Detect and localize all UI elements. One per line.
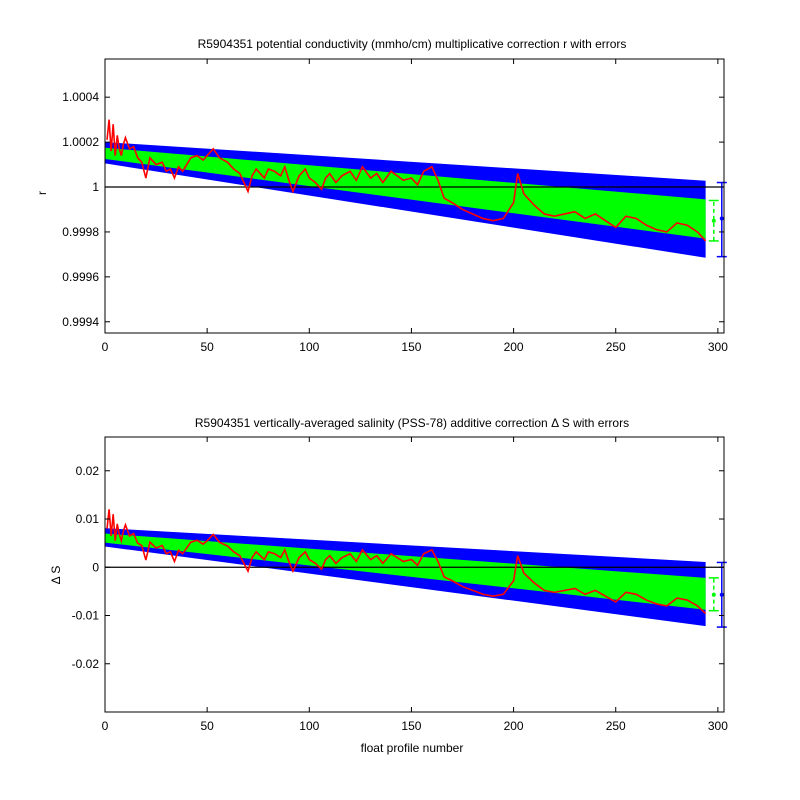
salinity-y-axis-label: Δ S — [49, 566, 63, 585]
salinity-error-bar-1-center — [719, 592, 724, 597]
conductivity-y-tick-label: 1 — [92, 180, 99, 194]
conductivity-y-tick-label: 0.9994 — [62, 315, 99, 329]
conductivity-x-tick-label: 250 — [606, 340, 626, 354]
salinity-y-tick-label: 0.01 — [76, 512, 100, 526]
salinity-x-axis-label: float profile number — [361, 741, 464, 755]
conductivity-x-tick-label: 300 — [708, 340, 728, 354]
salinity-chart-title: R5904351 vertically-averaged salinity (P… — [195, 416, 629, 430]
conductivity-error-bar-1-center — [719, 216, 724, 221]
conductivity-x-tick-label: 0 — [102, 340, 109, 354]
conductivity-plot-area: 0 50 100 150 200 250 300 0.9994 0.9996 0.9998 1 1.0… — [62, 58, 728, 354]
conductivity-error-bar-0-center — [711, 218, 716, 223]
salinity-plot-area: 0 50 100 150 200 250 300 -0.02 -0.01 0 0.01 0.02 — [72, 436, 728, 733]
salinity-y-tick-label: 0 — [92, 560, 99, 574]
salinity-y-tick-label: -0.01 — [72, 609, 100, 623]
conductivity-chart-title: R5904351 potential conductivity (mmho/cm… — [198, 37, 627, 51]
salinity-x-tick-label: 200 — [504, 719, 524, 733]
salinity-y-tick-label: -0.02 — [72, 657, 100, 671]
salinity-axes-frame — [104, 436, 725, 713]
salinity-x-tick-label: 250 — [606, 719, 626, 733]
conductivity-x-tick-label: 150 — [401, 340, 421, 354]
salinity-x-tick-label: 50 — [200, 719, 214, 733]
conductivity-y-tick-label: 1.0004 — [62, 90, 99, 104]
conductivity-x-tick-label: 200 — [504, 340, 524, 354]
salinity-x-tick-label: 150 — [401, 719, 421, 733]
salinity-x-tick-label: 300 — [708, 719, 728, 733]
conductivity-x-tick-label: 50 — [200, 340, 214, 354]
salinity-correction-panel: R5904351 vertically-averaged salinity (P… — [49, 416, 728, 755]
salinity-x-tick-label: 100 — [299, 719, 319, 733]
salinity-error-bar-0-center — [711, 592, 716, 597]
salinity-x-tick-label: 0 — [102, 719, 109, 733]
conductivity-correction-panel: R5904351 potential conductivity (mmho/cm… — [35, 37, 728, 354]
conductivity-y-tick-label: 0.9996 — [62, 270, 99, 284]
conductivity-axes-frame — [104, 58, 725, 334]
conductivity-correction-series-line — [106, 119, 707, 242]
salinity-y-tick-label: 0.02 — [76, 464, 100, 478]
conductivity-x-tick-label: 100 — [299, 340, 319, 354]
conductivity-y-tick-label: 1.0002 — [62, 135, 99, 149]
conductivity-y-axis-label: r — [35, 191, 49, 195]
conductivity-y-tick-label: 0.9998 — [62, 225, 99, 239]
salinity-correction-series-line — [106, 509, 707, 615]
